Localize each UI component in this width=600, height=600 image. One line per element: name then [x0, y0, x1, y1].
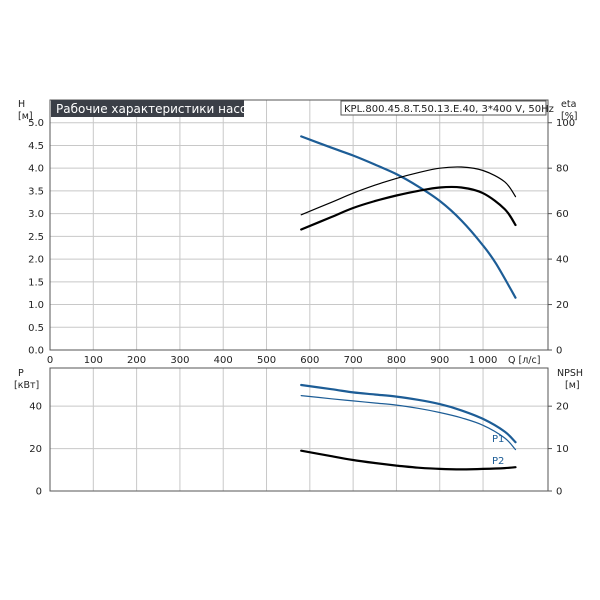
top-panel-frame: [49, 99, 549, 351]
top-right-tick-label: 100: [556, 118, 575, 129]
top-right-axis-label-unit: [%]: [561, 111, 577, 122]
top-right-tick-label: 80: [556, 164, 569, 175]
bottom-series-line-p1: [300, 383, 517, 444]
top-panel-series: [300, 135, 517, 299]
x-tick-label: 800: [387, 355, 406, 366]
model-label-box: [340, 100, 547, 116]
bottom-left-axis-label-symbol: P: [18, 368, 24, 379]
bottom-panel-grid: [49, 368, 548, 492]
top-right-tick-label: 20: [556, 300, 569, 311]
x-tick-label: 700: [344, 355, 363, 366]
bottom-right-axis-label-symbol: NPSH: [557, 368, 583, 379]
chart-title-box: [51, 100, 244, 117]
top-right-axis-label-symbol: eta: [561, 99, 576, 110]
bottom-right-axis-label-unit: [м]: [565, 380, 580, 391]
top-right-tick-label: 60: [556, 209, 569, 220]
top-series-line-0: [300, 135, 517, 299]
top-left-tick-label: 2.5: [28, 232, 44, 243]
x-tick-label: 1 000: [469, 355, 498, 366]
top-left-tick-label: 1.0: [28, 300, 44, 311]
x-tick-label: 500: [257, 355, 276, 366]
top-left-tick-label: 4.5: [28, 141, 44, 152]
top-left-tick-label: 2.0: [28, 255, 44, 266]
series-label-p2: P2: [492, 456, 504, 467]
bottom-series-line-p2: [300, 395, 517, 451]
x-tick-label: 600: [300, 355, 319, 366]
top-panel-grid: [49, 100, 548, 351]
x-tick-label: 0: [47, 355, 53, 366]
bottom-series-line-2: [300, 449, 517, 471]
top-left-tick-label: 0.5: [28, 323, 44, 334]
bottom-right-tick-label: 10: [556, 444, 569, 455]
top-left-axis-label-symbol: H: [18, 99, 25, 110]
bottom-left-tick-label: 40: [29, 402, 42, 413]
top-left-axis-label-unit: [м]: [18, 111, 33, 122]
top-left-tick-label: 3.5: [28, 186, 44, 197]
top-left-tick-label: 0.0: [28, 346, 44, 357]
x-tick-label: 900: [430, 355, 449, 366]
top-left-tick-label: 3.0: [28, 209, 44, 220]
bottom-left-tick-label: 0: [36, 487, 42, 498]
bottom-panel-frame: [49, 367, 549, 492]
x-axis-label: Q [л/с]: [508, 355, 540, 366]
chart-title: Рабочие характеристики насоса: [56, 102, 261, 116]
axis-ticks: 0 100 200 300 400 500 600 700 800 900 1 0000.00.51…: [28, 118, 575, 497]
bottom-right-tick-label: 0: [556, 487, 562, 498]
series-label-p1: P1: [492, 434, 504, 445]
top-right-tick-label: 40: [556, 255, 569, 266]
bottom-left-axis-label-unit: [кВт]: [14, 380, 39, 391]
top-left-tick-label: 1.5: [28, 277, 44, 288]
top-right-tick-label: 0: [556, 346, 562, 357]
top-left-tick-label: 4.0: [28, 164, 44, 175]
model-label: KPL.800.45.8.T.50.13.E.40, 3*400 V, 50Hz: [344, 104, 554, 115]
top-left-tick-label: 5.0: [28, 118, 44, 129]
bottom-panel-series: [300, 383, 517, 471]
x-tick-label: 200: [127, 355, 146, 366]
x-tick-label: 100: [84, 355, 103, 366]
top-series-line-1: [300, 166, 517, 216]
top-series-line-2: [300, 185, 517, 231]
x-tick-label: 400: [214, 355, 233, 366]
bottom-right-tick-label: 20: [556, 402, 569, 413]
bottom-left-tick-label: 20: [29, 444, 42, 455]
x-tick-label: 300: [170, 355, 189, 366]
